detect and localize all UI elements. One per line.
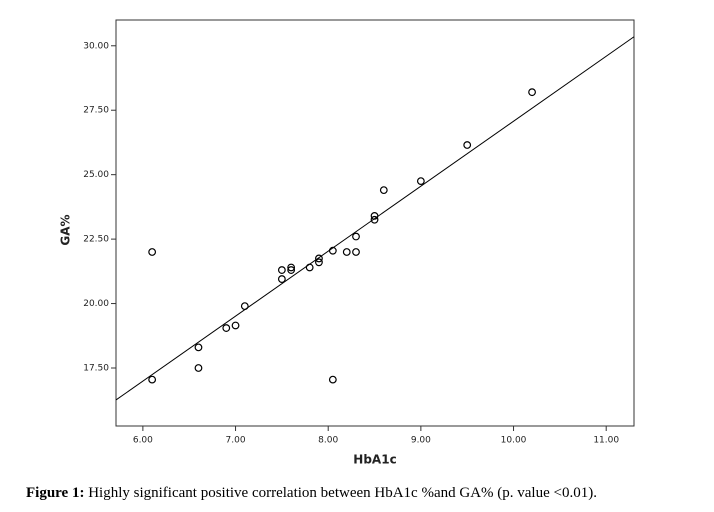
point [194, 343, 203, 352]
y-tick-label: 17.50 [83, 364, 109, 374]
y-tick-label: 20.00 [83, 299, 109, 309]
point [315, 254, 323, 263]
y-tick-label: 25.00 [83, 170, 109, 180]
point [277, 266, 286, 274]
point [342, 248, 351, 256]
caption-label: Figure 1: [26, 485, 84, 501]
point [315, 258, 323, 267]
x-tick-label: 10.00 [501, 436, 527, 446]
point [287, 266, 296, 274]
point [148, 248, 157, 256]
point [328, 246, 337, 255]
y-tick-label: 27.50 [83, 106, 109, 116]
x-tick-label: 8.00 [318, 436, 338, 446]
plot-frame [115, 19, 635, 427]
y-tick-label: 30.00 [83, 41, 109, 51]
point [379, 186, 388, 195]
caption-text: Highly significant positive correlation … [88, 485, 597, 501]
point [305, 263, 314, 272]
y-axis-title: GA% [59, 214, 73, 245]
x-tick-label: 11.00 [593, 436, 619, 446]
x-tick-label: 9.00 [411, 436, 431, 446]
caption: Figure 1: Highly significant positive co… [26, 485, 597, 501]
point [328, 375, 337, 384]
fit-line [115, 36, 635, 401]
x-tick-label: 7.00 [226, 436, 246, 446]
point [370, 215, 379, 224]
point [277, 275, 286, 283]
point [463, 141, 472, 149]
x-tick-label: 6.00 [133, 436, 153, 446]
point [240, 302, 249, 311]
y-tick-label: 22.50 [83, 235, 109, 245]
x-axis-title: HbA1c [353, 453, 396, 467]
point [231, 321, 240, 330]
point [352, 232, 360, 241]
point [287, 263, 296, 272]
point [148, 375, 157, 384]
point [528, 88, 536, 97]
point [370, 212, 379, 220]
point [352, 248, 360, 256]
point [222, 324, 231, 332]
point [194, 364, 203, 372]
point [416, 177, 425, 186]
